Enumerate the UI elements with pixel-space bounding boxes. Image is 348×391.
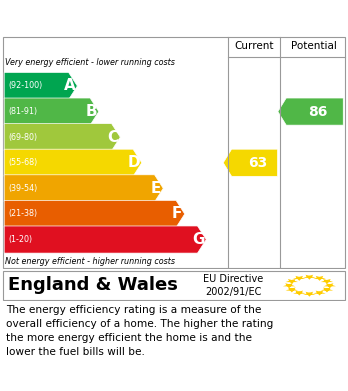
Text: Not energy efficient - higher running costs: Not energy efficient - higher running co… [5, 256, 175, 265]
Text: (92-100): (92-100) [8, 81, 42, 90]
Polygon shape [303, 292, 316, 297]
Polygon shape [223, 149, 278, 176]
Polygon shape [4, 72, 77, 100]
Polygon shape [321, 287, 333, 292]
Text: The energy efficiency rating is a measure of the
overall efficiency of a home. T: The energy efficiency rating is a measur… [6, 305, 274, 357]
Text: (55-68): (55-68) [8, 158, 38, 167]
Text: EU Directive
2002/91/EC: EU Directive 2002/91/EC [203, 274, 263, 297]
Polygon shape [4, 226, 206, 253]
Polygon shape [278, 98, 343, 125]
Text: B: B [85, 104, 97, 119]
Polygon shape [4, 149, 142, 176]
Text: G: G [192, 232, 205, 247]
Polygon shape [321, 279, 333, 284]
Text: Very energy efficient - lower running costs: Very energy efficient - lower running co… [5, 58, 175, 67]
Polygon shape [293, 276, 306, 281]
Text: E: E [150, 181, 161, 196]
Polygon shape [286, 287, 298, 292]
Text: D: D [128, 155, 141, 170]
Polygon shape [283, 283, 295, 288]
Polygon shape [286, 279, 298, 284]
Text: 63: 63 [248, 156, 268, 170]
Text: England & Wales: England & Wales [8, 276, 177, 294]
Polygon shape [303, 275, 316, 280]
Text: C: C [107, 130, 118, 145]
Text: (21-38): (21-38) [8, 210, 38, 219]
Polygon shape [4, 98, 99, 125]
Text: Energy Efficiency Rating: Energy Efficiency Rating [50, 8, 298, 26]
Polygon shape [323, 283, 336, 288]
Text: F: F [172, 206, 182, 221]
Text: (69-80): (69-80) [8, 133, 38, 142]
Text: A: A [64, 79, 76, 93]
Polygon shape [4, 175, 163, 202]
Polygon shape [313, 276, 326, 281]
Text: (39-54): (39-54) [8, 184, 38, 193]
Text: Current: Current [234, 41, 274, 52]
Polygon shape [293, 291, 306, 296]
Text: 86: 86 [308, 104, 327, 118]
Polygon shape [4, 124, 120, 151]
Polygon shape [4, 200, 185, 228]
Text: (81-91): (81-91) [8, 107, 38, 116]
Text: (1-20): (1-20) [8, 235, 32, 244]
Text: Potential: Potential [291, 41, 337, 52]
Polygon shape [313, 291, 326, 296]
